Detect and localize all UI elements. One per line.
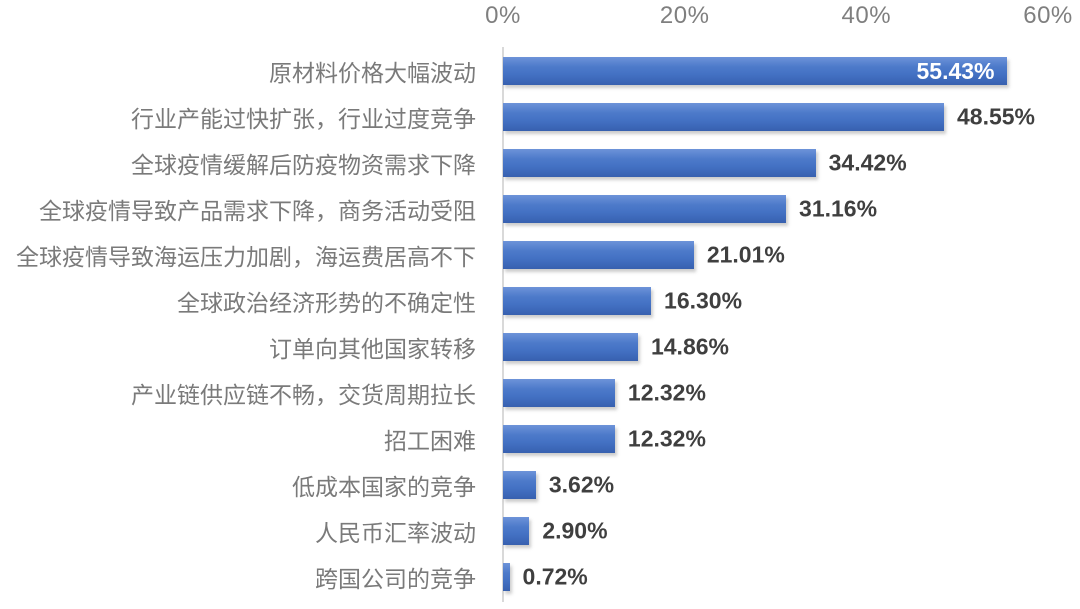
bar-row: 全球疫情导致产品需求下降，商务活动受阻 31.16% <box>0 186 1080 232</box>
category-label: 人民币汇率波动 <box>315 520 476 546</box>
bar-track: 12.32% <box>503 370 1080 416</box>
bar-track: 2.90% <box>503 508 1080 554</box>
bar-track: 31.16% <box>503 186 1080 232</box>
bar <box>503 517 530 545</box>
bar-row: 全球政治经济形势的不确定性 16.30% <box>0 278 1080 324</box>
bar-track: 48.55% <box>503 94 1080 140</box>
bar-track: 16.30% <box>503 278 1080 324</box>
bar-value-label: 14.86% <box>650 333 729 360</box>
bar-track: 3.62% <box>503 462 1080 508</box>
bar-value-label: 34.42% <box>828 149 907 176</box>
bar <box>503 425 615 453</box>
x-tick-label: 40% <box>841 2 892 29</box>
bar <box>503 103 944 131</box>
category-label: 订单向其他国家转移 <box>269 336 476 362</box>
x-tick-label: 60% <box>1023 2 1073 29</box>
bar-row: 人民币汇率波动 2.90% <box>0 508 1080 554</box>
bar-value-label: 12.32% <box>627 425 706 452</box>
bar <box>503 333 638 361</box>
x-tick-label: 0% <box>485 2 521 29</box>
category-label: 原材料价格大幅波动 <box>269 60 476 86</box>
bar-row: 招工困难 12.32% <box>0 416 1080 462</box>
bar-value-label-inside: 55.43% <box>916 57 995 84</box>
bar-track: 0.72% <box>503 554 1080 600</box>
category-label: 低成本国家的竞争 <box>292 474 476 500</box>
x-tick-label: 20% <box>659 2 710 29</box>
bar-value-label: 3.62% <box>548 471 615 498</box>
bar-row: 低成本国家的竞争 3.62% <box>0 462 1080 508</box>
bar-track: 12.32% <box>503 416 1080 462</box>
bar-value-label: 31.16% <box>799 195 878 222</box>
bar-row: 行业产能过快扩张，行业过度竞争 48.55% <box>0 94 1080 140</box>
y-axis-line <box>502 47 504 602</box>
bar-track: 14.86% <box>503 324 1080 370</box>
bar <box>503 379 615 407</box>
category-label: 全球疫情缓解后防疫物资需求下降 <box>131 152 476 178</box>
bar-row: 原材料价格大幅波动 55.43% <box>0 48 1080 94</box>
bar <box>503 241 694 269</box>
bar-value-label: 21.01% <box>706 241 785 268</box>
bar: 55.43% <box>503 57 1007 85</box>
bar-value-label: 48.55% <box>956 103 1035 130</box>
bar-value-label: 0.72% <box>522 563 588 590</box>
bar-row: 产业链供应链不畅，交货周期拉长 12.32% <box>0 370 1080 416</box>
bar <box>503 471 536 499</box>
category-label: 全球疫情导致产品需求下降，商务活动受阻 <box>39 198 476 224</box>
bar <box>503 287 652 315</box>
category-label: 全球疫情导致海运压力加剧，海运费居高不下 <box>16 244 476 270</box>
category-label: 全球政治经济形势的不确定性 <box>177 290 476 316</box>
bar-track: 34.42% <box>503 140 1080 186</box>
bar <box>503 195 786 223</box>
bar-row: 跨国公司的竞争 0.72% <box>0 554 1080 600</box>
bar-row: 订单向其他国家转移 14.86% <box>0 324 1080 370</box>
bar-row: 全球疫情导致海运压力加剧，海运费居高不下 21.01% <box>0 232 1080 278</box>
bar-row: 全球疫情缓解后防疫物资需求下降 34.42% <box>0 140 1080 186</box>
bar-value-label: 16.30% <box>664 287 743 314</box>
bar <box>503 149 816 177</box>
category-label: 行业产能过快扩张，行业过度竞争 <box>131 106 476 132</box>
category-label: 招工困难 <box>384 428 476 454</box>
bar <box>503 563 510 591</box>
bar-track: 21.01% <box>503 232 1080 278</box>
bar-value-label: 2.90% <box>542 517 608 544</box>
chart-plot-area: 原材料价格大幅波动 55.43% 行业产能过快扩张，行业过度竞争 48.55% … <box>0 48 1080 600</box>
bar-track: 55.43% <box>503 48 1080 94</box>
category-label: 产业链供应链不畅，交货周期拉长 <box>131 382 476 408</box>
category-label: 跨国公司的竞争 <box>315 566 476 592</box>
bar-value-label: 12.32% <box>627 379 706 406</box>
